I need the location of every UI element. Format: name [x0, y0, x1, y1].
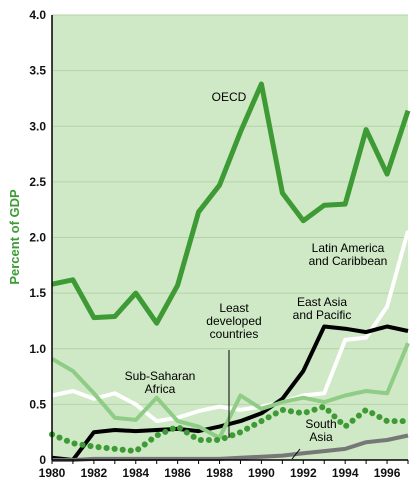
- y-tick-label: 2.0: [29, 231, 46, 245]
- tick-labels: 0 0.5 1.0 1.5 2.0 2.5 3.0 3.5 4.0 1980 1982 1984 198…: [29, 8, 400, 480]
- series-lines: [49, 81, 411, 462]
- series-line-oecd: [51, 81, 411, 326]
- series-line-latin_america: [51, 230, 410, 424]
- series-annotations: OECD Latin America and Caribbean East Asia a…: [125, 90, 388, 460]
- annotation-south_asia: South Asia: [305, 417, 336, 444]
- x-tick-label: 1992: [290, 466, 317, 480]
- y-tick-label: 3.0: [29, 119, 46, 133]
- y-tick-label: 0: [39, 453, 46, 467]
- y-tick-label: 1.0: [29, 342, 46, 356]
- y-tick-label: 3.5: [29, 64, 46, 78]
- x-tick-label: 1984: [122, 466, 149, 480]
- annotation-oecd: OECD: [212, 90, 247, 104]
- x-tick-label: 1980: [39, 466, 66, 480]
- y-tick-label: 2.5: [29, 175, 46, 189]
- annotation-east_asia: East Asia and Pacific: [293, 295, 352, 322]
- x-tick-label: 1982: [81, 466, 108, 480]
- y-axis-label: Percent of GDP: [7, 189, 22, 285]
- y-tick-label: 4.0: [29, 8, 46, 22]
- leader-line-south_asia: [291, 448, 301, 460]
- series-line-east_asia: [51, 324, 409, 462]
- annotation-least_developed: Least developed countries: [206, 301, 261, 341]
- y-tick-label: 0.5: [29, 397, 46, 411]
- gridlines: [52, 14, 408, 405]
- annotation-latin_america: Latin America and Caribbean: [309, 241, 388, 268]
- x-tick-label: 1994: [332, 466, 359, 480]
- series-line-south_asia: [52, 433, 409, 462]
- series-line-least_developed: [49, 403, 411, 455]
- x-tick-label: 1986: [164, 466, 191, 480]
- series-line-sub_saharan: [50, 342, 410, 440]
- annotation-sub_saharan: Sub-Saharan Africa: [125, 369, 196, 396]
- x-tick-label: 1990: [248, 466, 275, 480]
- x-tick-label: 1996: [374, 466, 401, 480]
- y-tick-label: 1.5: [29, 286, 46, 300]
- axes: [51, 15, 409, 464]
- x-tick-label: 1988: [206, 466, 233, 480]
